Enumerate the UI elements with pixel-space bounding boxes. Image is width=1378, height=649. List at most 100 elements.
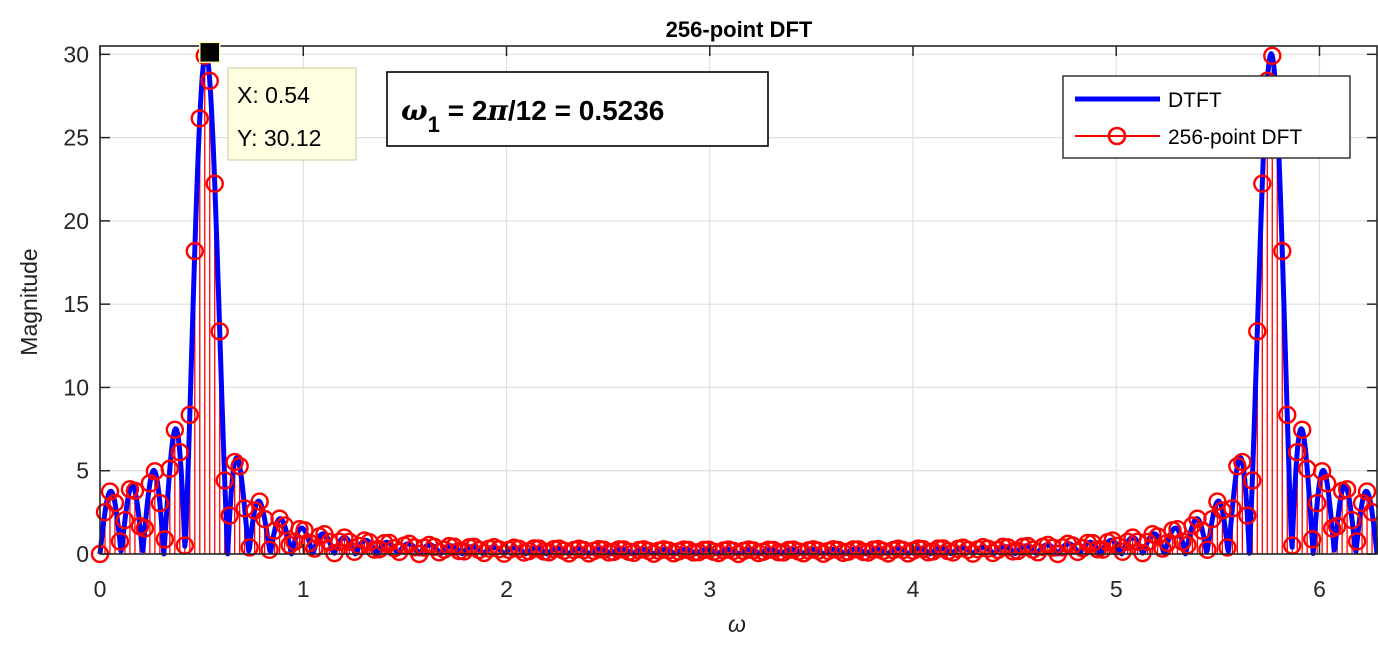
y-tick-label: 30 [63,41,89,67]
dft-marker [170,443,190,462]
dft-marker [165,420,185,439]
annotation-subscript: 1 [428,112,440,137]
dft-marker [1263,46,1282,65]
legend-box [1062,75,1351,159]
dft-marker [1307,493,1327,513]
dft-marker [1253,174,1272,193]
dft-marker [1243,471,1262,490]
dft-marker [325,543,344,563]
annotation-rhs-b: /12 = 0.5236 [508,95,664,126]
dft-marker [200,71,219,91]
dft-marker [180,405,199,425]
x-tick-label: 3 [703,576,716,602]
dft-marker [1193,521,1212,540]
legend-dtft-label: DTFT [1168,89,1222,112]
x-tick-label: 4 [907,576,920,602]
dft-marker [1293,420,1312,439]
axis-ticks [99,46,1377,555]
y-tick-label: 5 [76,458,89,484]
dft-marker [100,482,120,501]
dft-marker [1148,527,1167,546]
y-tick-label: 0 [76,541,89,567]
dft-marker [1213,501,1232,520]
omega-annotation: ω1 = 2π/12 = 0.5236 [386,71,769,147]
dft-markers [90,46,1378,564]
x-tick-labels: 0 1 2 3 4 5 6 [94,576,1326,602]
dft-marker [1357,482,1377,501]
dft-marker [230,456,249,476]
dft-marker [160,459,180,478]
dft-marker [235,499,254,518]
datatip-x-text: X: 0.54 [237,82,310,108]
dft-marker [205,174,224,193]
dft-marker [300,533,319,553]
annotation-text: ω1 = 2π/12 = 0.5236 [401,94,664,137]
dft-marker [1208,492,1227,511]
dft-marker [185,241,204,261]
datatip-y-text: Y: 30.12 [237,125,321,151]
dft-marker [1347,532,1367,551]
dft-marker [1228,456,1247,476]
annotation-pi: π [486,94,508,127]
datatip-marker[interactable] [199,41,221,64]
dft-marker [240,538,259,557]
dft-marker [250,492,269,511]
dft-marker [1352,493,1372,513]
dft-marker [1128,532,1147,552]
dft-marker [1223,499,1242,518]
dft-marker [1278,405,1297,425]
dft-marker [1337,480,1357,499]
dft-marker [1248,322,1267,341]
x-tick-label: 0 [94,576,107,602]
dft-marker [215,471,234,490]
x-tick-label: 6 [1313,576,1326,602]
y-tick-label: 25 [63,125,89,151]
dft-marker [210,322,229,341]
dft-marker [1317,474,1337,493]
dft-marker [155,530,175,549]
legend-dft-swatch-marker [1107,126,1127,146]
x-tick-label: 5 [1110,576,1123,602]
annotation-omega: ω [401,94,428,127]
legend-dft-label: 256-point DFT [1168,126,1302,149]
dft-marker [1233,452,1252,472]
dft-marker [345,542,364,561]
dft-marker [330,532,349,552]
dft-marker [1153,539,1172,558]
dft-marker [105,493,125,513]
dft-marker [265,521,284,540]
dft-marker [95,502,115,522]
dft-marker [260,540,279,560]
dft-marker [1273,241,1292,261]
dft-marker [1312,462,1332,481]
datatip[interactable]: X: 0.54 Y: 30.12 [199,41,357,161]
dft-marker [295,521,314,540]
dft-marker [1327,517,1347,536]
dft-marker [335,528,354,547]
dft-marker [115,510,135,530]
dft-marker [220,506,239,525]
chart-title: 256-point DFT [666,17,813,42]
datatip-box [227,67,357,161]
annotation-rhs-a: = 2 [440,95,487,126]
legend: DTFT 256-point DFT [1062,75,1351,159]
dft-marker [135,519,155,538]
dft-marker [1238,506,1257,525]
x-axis-label: ω [728,611,746,637]
y-tick-label: 15 [63,291,89,317]
dft-marker [1113,542,1132,561]
dft-marker [110,532,130,551]
dft-marker [1302,530,1322,549]
dft-marker [1218,538,1237,557]
y-axis-label: Magnitude [16,248,42,355]
dft-marker [150,493,170,513]
dft-marker [1362,502,1378,522]
dft-marker [1078,533,1097,553]
dft-marker [140,474,160,493]
dft-marker [1342,510,1362,530]
y-tick-label: 20 [63,208,89,234]
dft-marker [125,481,145,501]
y-tick-label: 10 [63,374,89,400]
